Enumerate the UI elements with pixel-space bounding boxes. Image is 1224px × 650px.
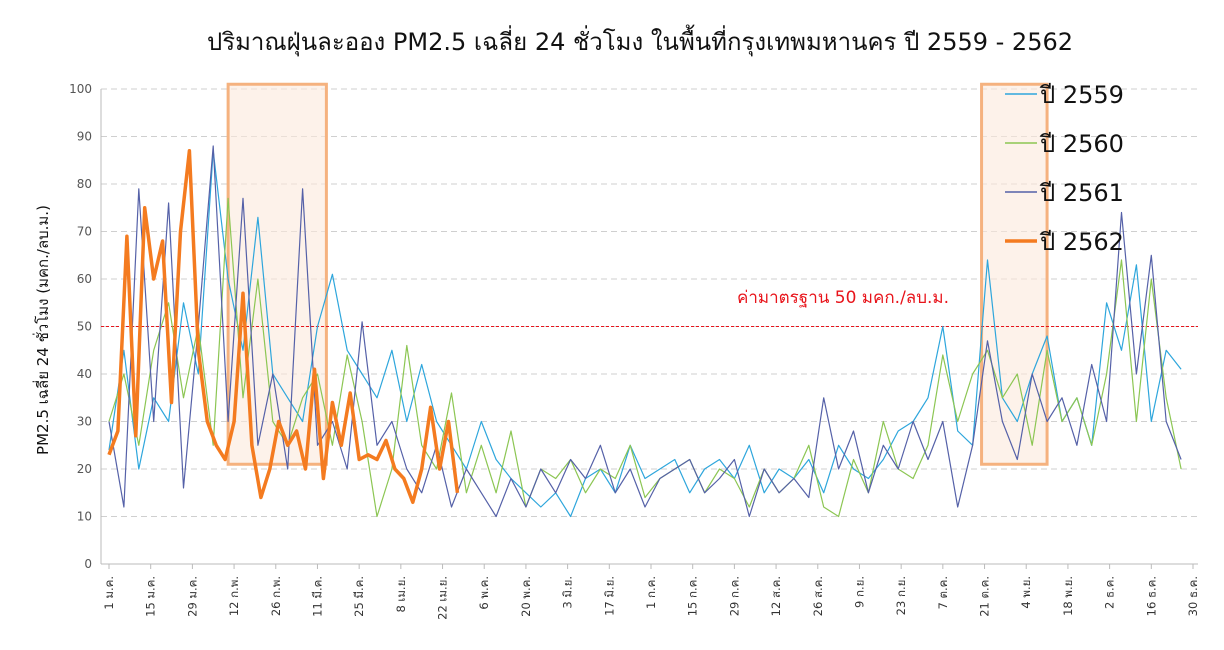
y-tick-label: 30 — [77, 415, 92, 429]
x-tick-label: 7 ต.ค. — [936, 576, 950, 609]
x-tick-label: 29 ก.ค. — [727, 576, 741, 616]
legend-label: ปี 2561 — [1039, 179, 1124, 207]
legend: ปี 2559 ปี 2560 ปี 2561 ปี 2562 — [1005, 81, 1124, 256]
y-tick-label: 100 — [69, 82, 92, 96]
chart-title: ปริมาณฝุ่นละออง PM2.5 เฉลี่ย 24 ชั่วโมง … — [207, 24, 1073, 57]
x-tick-label: 26 ส.ค. — [811, 576, 825, 616]
x-tick-label: 21 ต.ค. — [978, 576, 992, 617]
y-tick-label: 70 — [77, 225, 92, 239]
y-tick-label: 20 — [77, 462, 92, 476]
x-tick-label: 12 ส.ค. — [769, 576, 783, 616]
highlight-region — [980, 82, 1049, 466]
y-axis-label: PM2.5 เฉลี่ย 24 ชั่วโมง (มคก./ลบ.ม.) — [32, 205, 52, 455]
y-tick-label: 60 — [77, 272, 92, 286]
x-tick-label: 11 มี.ค. — [310, 576, 324, 617]
standard-label: ค่ามาตรฐาน 50 มคก./ลบ.ม. — [737, 288, 949, 308]
x-tick-label: 15 ม.ค. — [144, 576, 158, 617]
y-tick-label: 40 — [77, 367, 92, 381]
reference-line-group: ค่ามาตรฐาน 50 มคก./ลบ.ม. — [101, 288, 1198, 327]
x-tick-label: 30 ธ.ค. — [1186, 576, 1200, 616]
x-tick-label: 1 ม.ค. — [102, 576, 116, 610]
x-tick-label: 26 ก.พ. — [269, 576, 283, 616]
x-tick-label: 12 ก.พ. — [227, 576, 241, 616]
legend-label: ปี 2562 — [1039, 228, 1124, 256]
x-tick-label: 9 ก.ย. — [852, 576, 866, 608]
x-tick-label: 2 ธ.ค. — [1103, 576, 1117, 609]
x-tick-label: 17 มิ.ย. — [602, 576, 616, 616]
y-tick-label: 80 — [77, 177, 92, 191]
series-line-ปี-2561 — [108, 145, 1182, 518]
series-lines — [107, 145, 1182, 518]
y-tick-label: 90 — [77, 130, 92, 144]
legend-label: ปี 2560 — [1039, 130, 1124, 158]
legend-label: ปี 2559 — [1039, 81, 1124, 109]
y-tick-label: 0 — [84, 557, 92, 571]
y-axis-ticks: 0 10 20 30 40 50 60 70 80 90 100 — [69, 82, 92, 571]
x-tick-label: 23 ก.ย. — [894, 576, 908, 615]
x-tick-label: 16 ธ.ค. — [1144, 576, 1158, 616]
x-tick-label: 8 เม.ย. — [394, 576, 408, 613]
x-tick-label: 3 มิ.ย. — [561, 576, 575, 609]
x-tick-label: 1 ก.ค. — [644, 576, 658, 609]
x-tick-label: 4 พ.ย. — [1019, 576, 1033, 609]
x-tick-label: 20 พ.ค. — [519, 576, 533, 617]
x-tick-label: 29 ม.ค. — [185, 576, 199, 617]
x-tick-label: 25 มี.ค. — [352, 576, 366, 617]
series-line-ปี-2562 — [107, 149, 460, 505]
y-tick-label: 10 — [77, 510, 92, 524]
x-tick-label: 6 พ.ค. — [477, 576, 491, 610]
y-tick-label: 50 — [77, 320, 92, 334]
x-axis-ticks: 1 ม.ค. 15 ม.ค. 29 ม.ค. 12 ก.พ. 26 ก.พ. 11 มี.… — [102, 576, 1200, 620]
x-tick-label: 18 พ.ย. — [1061, 576, 1075, 616]
x-tick-label: 22 เม.ย. — [436, 576, 450, 620]
x-tick-label: 15 ก.ค. — [686, 576, 700, 616]
